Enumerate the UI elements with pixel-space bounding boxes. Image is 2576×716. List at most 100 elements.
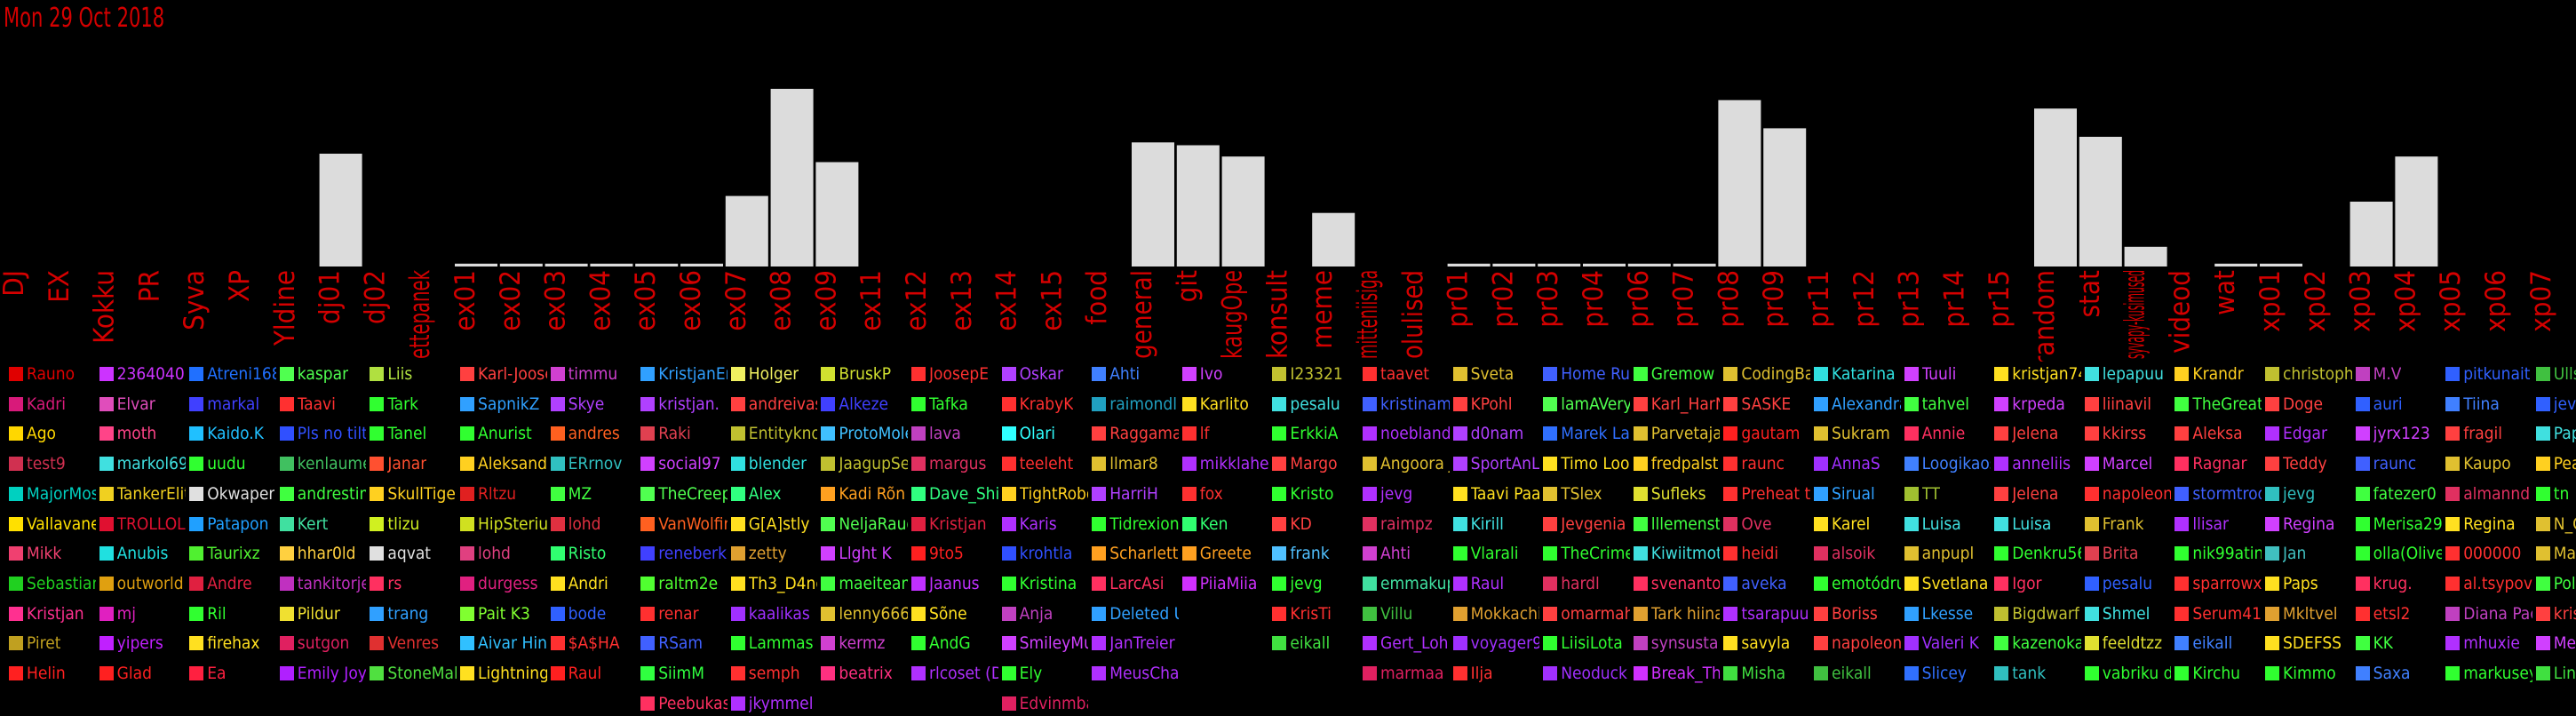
legend-item: Andre bbox=[189, 571, 276, 596]
legend-swatch bbox=[640, 696, 656, 711]
legend-swatch bbox=[640, 367, 656, 381]
legend-label: Andre bbox=[207, 573, 252, 593]
legend-swatch bbox=[1181, 546, 1197, 561]
legend-swatch bbox=[189, 576, 204, 591]
legend-swatch bbox=[1092, 457, 1107, 472]
tick-label-DJ: DJ bbox=[0, 270, 30, 297]
legend-label: rlcoset (D bbox=[929, 664, 998, 683]
legend-item: Atreni168 bbox=[189, 362, 276, 386]
tick-label-ex03: ex03 bbox=[540, 270, 572, 331]
legend-item: teeleht bbox=[1001, 451, 1089, 476]
legend-swatch bbox=[1543, 666, 1558, 680]
legend-swatch bbox=[550, 576, 565, 591]
legend-swatch bbox=[1543, 367, 1558, 381]
legend-label: Mikk bbox=[27, 544, 62, 564]
legend-swatch bbox=[1723, 426, 1738, 442]
legend-label: Sveta bbox=[1470, 364, 1515, 384]
legend-label: Rltzu bbox=[478, 483, 517, 504]
legend-swatch bbox=[640, 666, 656, 680]
legend-item: Aleksande bbox=[460, 451, 547, 476]
legend-swatch bbox=[189, 396, 204, 411]
legend-label: Karel bbox=[1832, 513, 1871, 534]
legend-item: Th3_D4ng bbox=[730, 571, 817, 596]
legend-item: TightRobot bbox=[1001, 481, 1088, 506]
legend-item: Alexandra bbox=[1814, 392, 1901, 417]
tick-label-EX: EX bbox=[44, 270, 76, 303]
legend-swatch bbox=[2174, 457, 2190, 472]
tick-label-pr03: pr03 bbox=[1532, 270, 1564, 328]
legend-label: Mokkachin bbox=[1470, 603, 1540, 624]
legend-label: kristinamr bbox=[1380, 394, 1450, 414]
legend-label: Skye bbox=[568, 394, 605, 414]
legend-swatch bbox=[730, 546, 745, 561]
legend-label: fox bbox=[1199, 483, 1223, 504]
legend-swatch bbox=[1452, 516, 1467, 531]
tick-label-konsult: konsult bbox=[1261, 270, 1293, 359]
legend-swatch bbox=[279, 396, 294, 411]
legend-item: 2364040 bbox=[99, 362, 187, 386]
legend-label: SDEFSS bbox=[2283, 633, 2342, 654]
legend-label: Ahti bbox=[1380, 544, 1411, 564]
legend-label: 2364040 bbox=[116, 364, 185, 384]
legend-item: aqvat bbox=[370, 541, 457, 566]
legend-item: kermz bbox=[821, 631, 908, 656]
legend-item: Doge bbox=[2265, 392, 2352, 417]
legend-label: Ragnar bbox=[2192, 454, 2247, 474]
legend-item: napoleon bbox=[1814, 631, 1901, 656]
legend-item: alsoik bbox=[1814, 541, 1901, 566]
bar-pr06 bbox=[1627, 263, 1671, 267]
legend-label: Jan bbox=[2283, 544, 2307, 564]
legend-item: N_O bbox=[2535, 512, 2576, 537]
legend-item: TheCreepy bbox=[640, 481, 727, 506]
legend-item: Entityknow bbox=[730, 421, 817, 446]
legend-item: Alkeze bbox=[821, 392, 908, 417]
legend-swatch bbox=[1994, 486, 2009, 501]
legend-label: Ulls bbox=[2553, 364, 2576, 384]
legend-label: voyager94 bbox=[1470, 633, 1540, 654]
legend-label: Katarina bbox=[1832, 364, 1896, 384]
legend-swatch bbox=[911, 606, 926, 621]
legend-item: nik99atin bbox=[2174, 541, 2262, 566]
legend-swatch bbox=[1092, 486, 1107, 501]
legend-swatch bbox=[1181, 576, 1197, 591]
legend-item: frank bbox=[1272, 541, 1359, 566]
legend-label: Rauno bbox=[27, 364, 76, 384]
legend-label: zetty bbox=[748, 544, 787, 564]
legend-label: Anja bbox=[1019, 603, 1053, 624]
legend-item: Jaanus bbox=[911, 571, 998, 596]
legend-label: Deleted Us bbox=[1109, 603, 1179, 624]
legend-swatch bbox=[2174, 546, 2190, 561]
legend-swatch bbox=[1272, 367, 1287, 381]
legend-item: marmaa bbox=[1363, 661, 1450, 686]
tick-label-ex04: ex04 bbox=[584, 270, 616, 331]
legend-item: Gremow bbox=[1633, 362, 1721, 386]
legend-swatch bbox=[2265, 666, 2279, 680]
legend-item: Meeri bbox=[2535, 631, 2576, 656]
legend-item: Oskar bbox=[1001, 362, 1089, 386]
legend-item: raimpz bbox=[1363, 512, 1450, 537]
legend-swatch bbox=[1904, 666, 1919, 680]
legend-swatch bbox=[2084, 457, 2099, 472]
legend-label: 000000 bbox=[2463, 544, 2522, 564]
legend-label: JoosepE bbox=[929, 364, 990, 384]
tick-label-ex07: ex07 bbox=[720, 270, 752, 331]
legend-item: Scharlett bbox=[1092, 541, 1179, 566]
legend-label: Jelena bbox=[2012, 483, 2059, 504]
legend-item: margus bbox=[911, 451, 998, 476]
legend-item: heidi bbox=[1723, 541, 1810, 566]
legend-label: Janar bbox=[387, 454, 427, 474]
legend-swatch bbox=[1723, 666, 1738, 680]
legend-label: Elvar bbox=[116, 394, 155, 414]
legend-item: Brita bbox=[2084, 541, 2172, 566]
legend-label: Emily Joy bbox=[297, 664, 367, 683]
legend-label: vabriku di bbox=[2102, 664, 2172, 683]
legend-item: lepapuu bbox=[2084, 362, 2172, 386]
bar-wat bbox=[2214, 263, 2258, 267]
legend-swatch bbox=[1363, 457, 1377, 472]
legend-item: Vlarali bbox=[1452, 541, 1540, 566]
legend-swatch bbox=[1814, 576, 1828, 591]
legend-label: Ove bbox=[1741, 513, 1772, 534]
legend-label: reneberki bbox=[658, 544, 727, 564]
legend-swatch bbox=[911, 666, 926, 680]
bar-stat bbox=[2079, 137, 2122, 267]
